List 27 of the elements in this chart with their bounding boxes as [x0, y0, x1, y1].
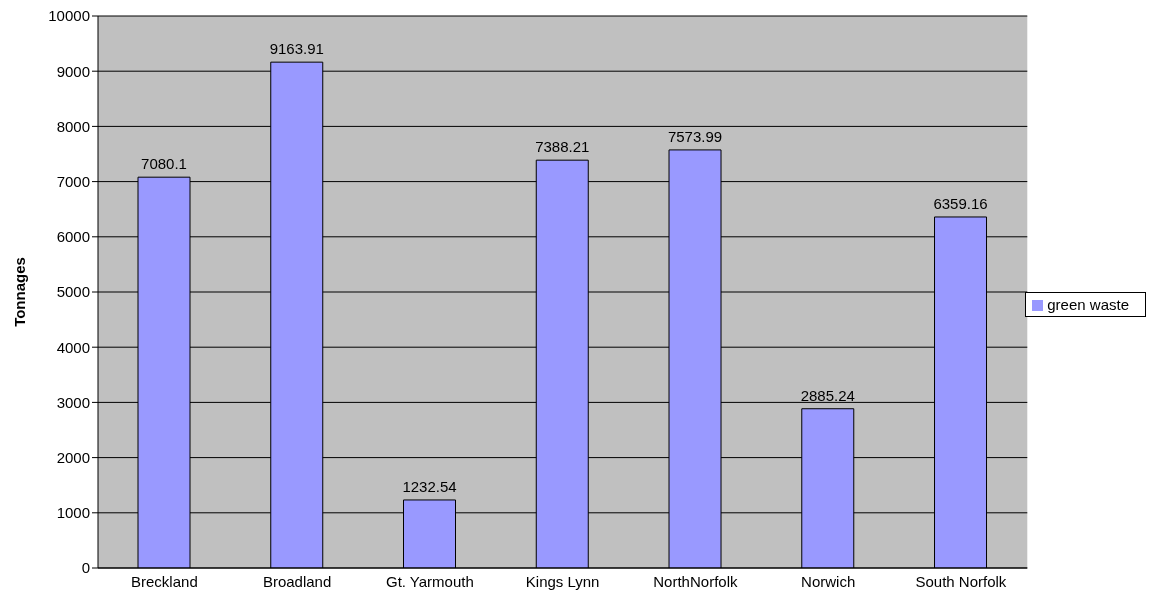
x-tick-label: Kings Lynn [525, 572, 600, 590]
data-label: 7080.1 [141, 155, 187, 173]
x-tick-label: Gt. Yarmouth [385, 572, 474, 590]
y-tick-label: 5000 [56, 283, 90, 301]
data-label: 2885.24 [800, 386, 855, 404]
x-tick-label: Breckland [131, 572, 198, 590]
x-tick-label: Norwich [801, 572, 856, 590]
y-tick-label: 0 [81, 559, 90, 577]
data-label: 9163.91 [269, 40, 324, 58]
legend-label: green waste [1047, 295, 1129, 313]
x-tick-label: Broadland [262, 572, 332, 590]
data-label: 6359.16 [933, 194, 988, 212]
y-tick-label: 4000 [56, 338, 90, 356]
y-tick-label: 3000 [56, 393, 90, 411]
y-axis-title: Tonnages [11, 257, 29, 327]
y-tick-label: 10000 [48, 7, 90, 25]
data-label: 7388.21 [535, 138, 590, 156]
y-tick-label: 8000 [56, 117, 90, 135]
y-tick-label: 9000 [56, 62, 90, 80]
x-tick-label: South Norfolk [915, 572, 1007, 590]
x-tick-label: NorthNorfolk [653, 572, 738, 590]
y-tick-label: 2000 [56, 448, 90, 466]
data-label: 1232.54 [402, 477, 457, 495]
y-tick-label: 7000 [56, 172, 90, 190]
data-label: 7573.99 [667, 127, 723, 145]
y-tick-label: 1000 [56, 504, 90, 522]
y-tick-label: 6000 [56, 228, 90, 246]
